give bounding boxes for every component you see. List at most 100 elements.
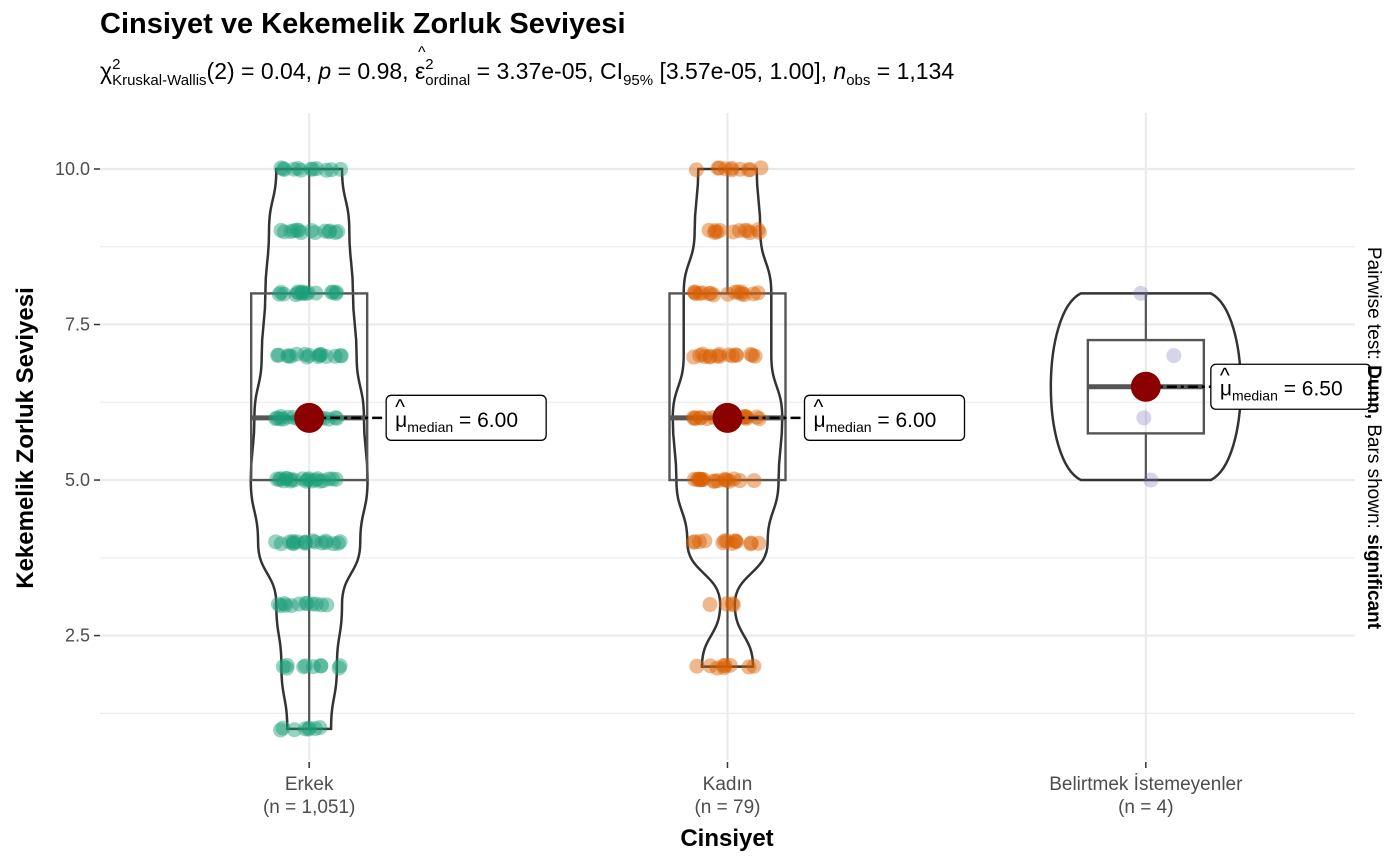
n-sub: obs bbox=[846, 72, 871, 89]
data-point bbox=[326, 536, 342, 552]
df-text: (2) = 0.04, bbox=[206, 58, 319, 84]
data-point bbox=[273, 284, 289, 300]
data-point bbox=[297, 721, 313, 737]
data-point bbox=[330, 224, 346, 240]
data-point bbox=[702, 349, 718, 365]
data-point bbox=[726, 471, 742, 487]
data-point bbox=[289, 222, 305, 238]
data-point bbox=[312, 347, 328, 363]
data-point bbox=[289, 346, 305, 362]
x-tick-label: Kadın bbox=[703, 774, 753, 795]
data-point bbox=[331, 660, 347, 676]
data-point bbox=[300, 472, 316, 488]
data-point bbox=[694, 472, 710, 488]
data-point bbox=[273, 598, 289, 614]
data-point bbox=[691, 471, 707, 487]
data-point bbox=[1166, 348, 1182, 364]
data-point bbox=[687, 410, 703, 426]
data-point bbox=[293, 162, 309, 178]
data-point bbox=[686, 410, 702, 426]
data-point bbox=[286, 472, 302, 488]
chi-sub: Kruskal-Wallis bbox=[112, 72, 207, 89]
data-point bbox=[333, 348, 349, 364]
median-hat: ^ bbox=[1220, 365, 1230, 388]
data-point bbox=[273, 222, 289, 238]
data-point bbox=[323, 162, 339, 178]
data-point bbox=[272, 411, 288, 427]
data-point bbox=[332, 348, 348, 364]
data-point bbox=[288, 287, 304, 303]
data-point bbox=[304, 473, 320, 489]
data-point bbox=[298, 595, 314, 611]
data-point bbox=[707, 223, 723, 239]
data-point bbox=[269, 410, 285, 426]
data-point bbox=[696, 472, 712, 488]
median-label-box bbox=[803, 394, 966, 441]
data-point bbox=[719, 472, 735, 488]
data-point bbox=[308, 285, 324, 301]
data-point bbox=[309, 161, 325, 177]
data-point bbox=[318, 533, 334, 549]
data-point bbox=[305, 161, 321, 177]
data-point bbox=[294, 284, 310, 300]
data-point bbox=[269, 471, 285, 487]
data-point bbox=[276, 596, 292, 612]
data-point bbox=[328, 286, 344, 302]
data-point bbox=[327, 348, 343, 364]
violin-2 bbox=[1049, 292, 1243, 482]
epsilon-sup: 2 bbox=[425, 56, 434, 73]
data-point bbox=[717, 161, 733, 177]
data-point bbox=[736, 287, 752, 303]
data-point bbox=[718, 596, 734, 612]
box-0 bbox=[249, 292, 369, 482]
data-point bbox=[707, 473, 723, 489]
data-point bbox=[276, 286, 292, 302]
median-label: μmedian = 6.00 bbox=[395, 409, 518, 435]
data-point bbox=[724, 160, 740, 176]
data-point bbox=[283, 348, 299, 364]
data-point bbox=[301, 721, 317, 737]
data-point bbox=[318, 348, 334, 364]
data-point bbox=[744, 347, 760, 363]
data-point bbox=[286, 223, 302, 239]
data-point bbox=[283, 598, 299, 614]
data-point bbox=[692, 347, 708, 363]
data-point bbox=[313, 597, 329, 613]
data-point bbox=[747, 348, 763, 364]
data-point bbox=[716, 657, 732, 673]
data-point bbox=[1143, 472, 1159, 488]
data-point bbox=[275, 720, 291, 736]
data-point bbox=[297, 346, 313, 362]
data-point bbox=[319, 597, 335, 613]
data-point bbox=[299, 596, 315, 612]
data-point bbox=[717, 471, 733, 487]
data-point bbox=[711, 160, 727, 176]
data-point bbox=[687, 411, 703, 427]
data-point bbox=[308, 596, 324, 612]
data-point bbox=[750, 222, 766, 238]
n-symbol: n bbox=[833, 58, 847, 84]
data-point bbox=[283, 473, 299, 489]
data-point bbox=[285, 533, 301, 549]
chart-subtitle: χ 2 Kruskal-Wallis(2) = 0.04, p = 0.98, ^ ε… bbox=[100, 44, 954, 89]
data-point bbox=[333, 161, 349, 177]
epsilon-sub: ordinal bbox=[425, 72, 471, 89]
data-point bbox=[273, 471, 289, 487]
data-point bbox=[746, 473, 762, 489]
epsilon-scripts: 2 ordinal bbox=[425, 56, 471, 89]
epsilon-hat: ^ bbox=[417, 44, 426, 61]
data-point bbox=[732, 161, 748, 177]
data-point bbox=[272, 472, 288, 488]
data-point bbox=[751, 535, 767, 551]
data-point bbox=[743, 346, 759, 362]
data-point bbox=[721, 473, 737, 489]
data-point bbox=[271, 347, 287, 363]
data-point bbox=[692, 285, 708, 301]
data-point bbox=[332, 658, 348, 674]
data-point bbox=[276, 473, 292, 489]
data-point bbox=[709, 224, 725, 240]
data-point bbox=[687, 286, 703, 302]
pairwise-shown: significant bbox=[1363, 534, 1384, 630]
data-point bbox=[297, 658, 313, 674]
